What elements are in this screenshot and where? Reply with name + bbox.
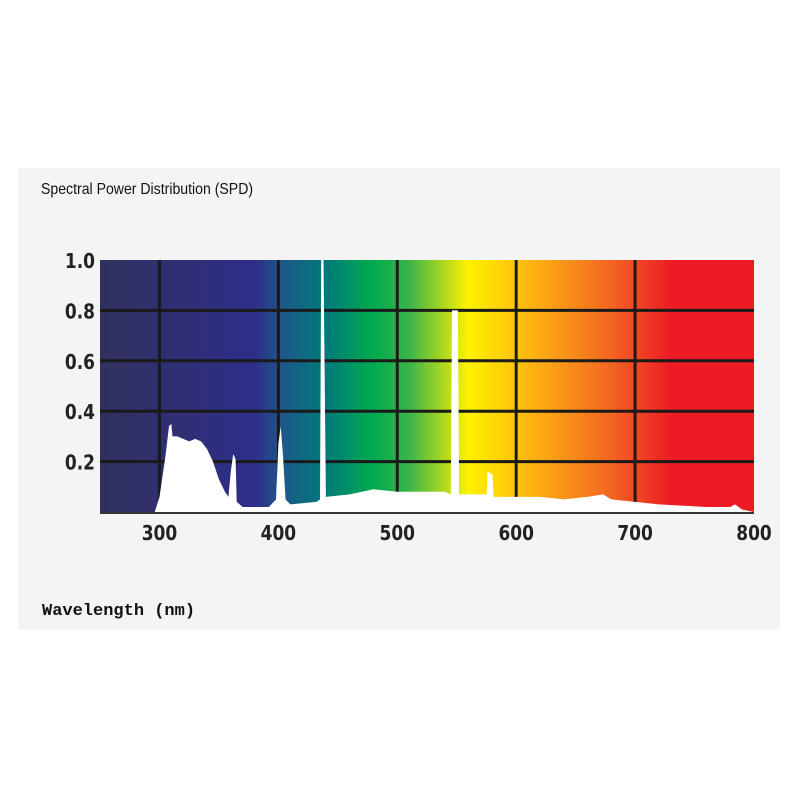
y-tick-label: 0.8	[65, 301, 95, 324]
y-tick-label: 0.2	[65, 452, 95, 475]
x-tick-label: 800	[736, 523, 772, 546]
y-tick-label: 1.0	[65, 251, 95, 274]
x-tick-label: 700	[617, 523, 653, 546]
y-tick-label: 0.6	[65, 352, 95, 375]
x-tick-label: 400	[261, 523, 297, 546]
y-tick-label: 0.4	[65, 402, 95, 425]
spd-series-area	[100, 260, 754, 512]
x-tick-label: 500	[380, 523, 416, 546]
x-tick-label: 300	[142, 523, 178, 546]
x-axis-label: Wavelength (nm)	[42, 602, 196, 621]
chart-title: Spectral Power Distribution (SPD)	[41, 181, 254, 198]
x-tick-label: 600	[498, 523, 534, 546]
